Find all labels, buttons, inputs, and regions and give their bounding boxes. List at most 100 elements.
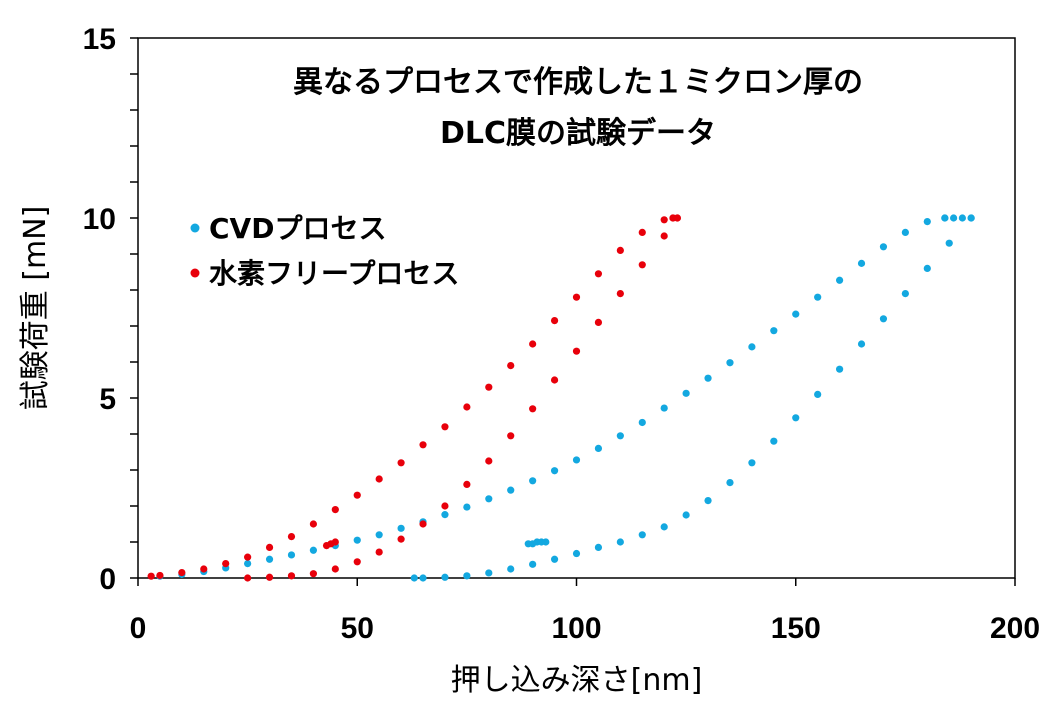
data-point [375,548,383,556]
data-point [945,239,953,247]
data-point [353,558,361,566]
data-point [792,310,800,318]
data-point [287,551,296,559]
data-point [660,404,668,412]
data-point [529,477,537,485]
data-point [660,232,668,240]
data-point [331,565,339,573]
data-point [572,293,581,301]
data-point [331,506,339,514]
data-point [441,511,449,519]
data-point [507,486,515,494]
y-ticks: 0 5 10 15 [83,23,138,596]
data-point [265,573,274,581]
data-point [950,214,958,222]
legend-marker [190,268,200,278]
data-point [814,390,822,398]
data-point [638,531,646,539]
y-axis-title: 試験荷重 [mN] [18,206,53,411]
data-point [397,459,405,467]
data-point [704,374,712,382]
data-point [572,347,581,355]
data-point [770,327,778,335]
data-point [550,376,559,384]
data-point [419,574,427,582]
data-point [792,414,800,422]
data-point [309,520,317,528]
legend-label: 水素フリープロセス [209,257,459,290]
data-point [265,543,274,552]
data-point [836,365,844,373]
data-point [967,214,975,222]
data-point [594,444,603,452]
legend-marker [190,223,200,233]
data-point [550,317,559,325]
data-point [572,456,581,464]
series-1 [147,214,681,582]
data-point [244,553,252,561]
x-axis-title: 押し込み深さ[nm] [451,663,703,698]
chart-title-line-2: DLC膜の試験データ [440,116,716,151]
data-point [594,318,603,326]
data-point [941,214,949,222]
data-point [441,423,449,431]
data-point [770,437,778,445]
data-point [923,264,931,272]
data-point [200,565,208,573]
data-point [616,538,624,546]
data-point [616,290,624,298]
data-point [879,315,888,323]
data-point [507,432,515,440]
data-point [287,572,296,580]
data-point [485,457,493,465]
data-point [923,218,931,226]
data-point [638,228,646,236]
data-point [287,533,296,541]
data-point [485,569,493,577]
data-point [353,536,361,544]
data-point [485,495,493,503]
data-point [726,479,734,487]
data-point [222,560,230,568]
data-point [726,359,734,367]
data-point [572,549,581,558]
data-point [879,243,888,251]
data-point [265,555,274,563]
data-point [542,538,550,546]
data-point [638,418,646,427]
x-tick-label: 50 [341,612,374,645]
data-point [244,574,252,582]
data-point [397,535,405,543]
data-point [673,214,681,222]
data-point [309,570,317,578]
data-point [748,459,756,467]
data-point [748,343,756,351]
data-point [244,560,252,568]
data-point [507,362,515,370]
data-point [660,216,668,224]
x-tick-label: 100 [551,612,601,645]
data-point [638,261,646,269]
data-point [463,403,471,411]
y-tick-label: 0 [99,563,116,596]
x-ticks: 0 50 100 150 200 [130,578,1040,645]
y-tick-label: 5 [99,383,116,416]
data-point [309,546,317,554]
data-point [550,467,559,475]
data-point [178,569,186,577]
data-point [410,574,418,582]
data-point [353,491,361,499]
series-layer [147,214,975,582]
data-point [463,480,471,488]
data-point [901,290,909,298]
data-point [836,276,844,284]
data-point [441,502,449,510]
y-tick-label: 15 [83,23,116,56]
data-point [616,246,624,254]
data-point [550,555,559,563]
data-point [616,432,624,440]
data-point [682,511,690,519]
